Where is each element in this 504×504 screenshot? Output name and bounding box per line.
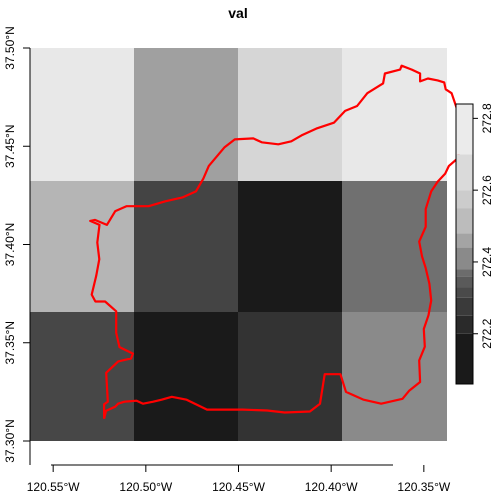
raster-cells [30, 48, 447, 441]
legend-band [456, 297, 473, 316]
raster-cell [342, 312, 447, 441]
boundary-layer [89, 64, 464, 420]
raster-cell [238, 181, 342, 312]
x-tick-label: 120.35°W [397, 480, 451, 494]
legend-band [456, 208, 473, 234]
legend-tick-label: 272.2 [480, 318, 494, 348]
region-boundary [89, 64, 464, 420]
legend-frame [455, 103, 474, 385]
raster-cell [30, 48, 134, 181]
x-tick-label: 120.50°W [119, 480, 173, 494]
legend-band [456, 269, 473, 277]
chart-title: val [228, 5, 247, 21]
raster-cell [134, 312, 238, 441]
y-tick-label: 37.45°N [3, 125, 17, 169]
y-tick-label: 37.50°N [3, 26, 17, 70]
legend-band [456, 315, 473, 334]
raster-cell [30, 312, 134, 441]
legend-band [456, 276, 473, 288]
axes: 120.55°W 120.50°W 120.45°W 120.40°W 120.35°W… [3, 26, 451, 494]
legend-band [456, 190, 473, 209]
legend-band [456, 287, 473, 298]
y-tick-label: 37.40°N [3, 223, 17, 267]
y-tick-label: 37.30°N [3, 419, 17, 463]
legend-tick-label: 272.8 [480, 103, 494, 133]
raster-cell [134, 181, 238, 312]
legend-band [456, 247, 473, 270]
legend-tick-label: 272.6 [480, 175, 494, 205]
raster-cell [30, 181, 134, 312]
raster-cell [238, 312, 342, 441]
legend-band [456, 233, 473, 248]
x-tick-label: 120.40°W [305, 480, 359, 494]
legend-band [456, 104, 473, 155]
x-tick-label: 120.55°W [27, 480, 81, 494]
legend-tick-label: 272.4 [480, 247, 494, 277]
legend-band [456, 154, 473, 191]
raster-cell [238, 48, 342, 181]
raster-cell [342, 48, 447, 181]
raster-cell [134, 48, 238, 181]
y-tick-label: 37.35°N [3, 321, 17, 365]
color-legend: 272.2 272.4 272.6 272.8 [455, 103, 494, 385]
x-tick-label: 120.45°W [212, 480, 266, 494]
legend-band [456, 333, 473, 384]
